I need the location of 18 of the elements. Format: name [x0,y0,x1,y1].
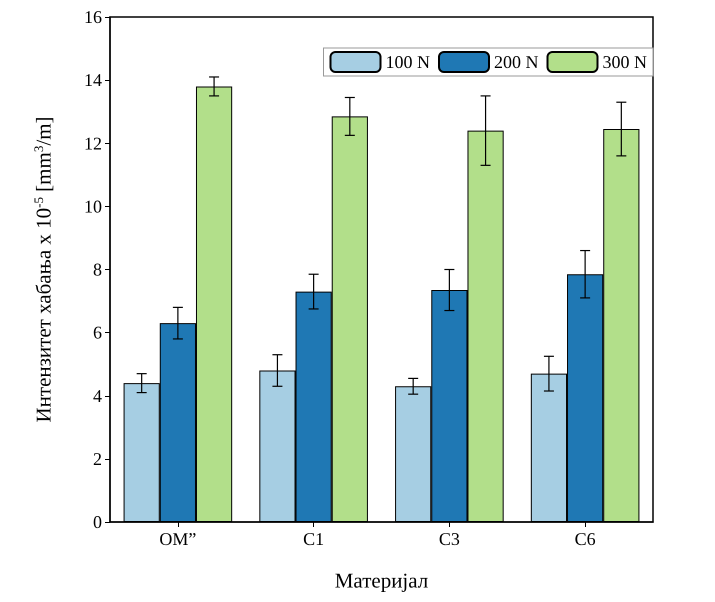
legend-label: 100 N [386,52,430,72]
y-tick-label: 4 [93,386,102,406]
y-tick-label: 8 [93,260,102,280]
y-tick-label: 10 [84,196,102,216]
x-axis-title: Материјал [334,568,428,592]
x-tick-label: C3 [438,529,460,549]
y-tick-label: 2 [93,448,102,469]
y-tick-label: 0 [93,512,102,532]
y-tick-label: 12 [84,133,102,154]
legend-label: 300 N [602,52,647,72]
legend-label: 200 N [494,52,538,72]
y-tick-label: 6 [93,322,102,343]
x-tick-label: C6 [574,529,596,549]
y-tick-label: 14 [84,70,102,90]
x-tick-label: OM” [159,529,196,549]
x-tick-label: C1 [303,529,324,549]
y-tick-label: 16 [84,7,102,27]
y-axis-title: Интензитет хабања x 10-5 [mm3/m] [31,116,56,423]
